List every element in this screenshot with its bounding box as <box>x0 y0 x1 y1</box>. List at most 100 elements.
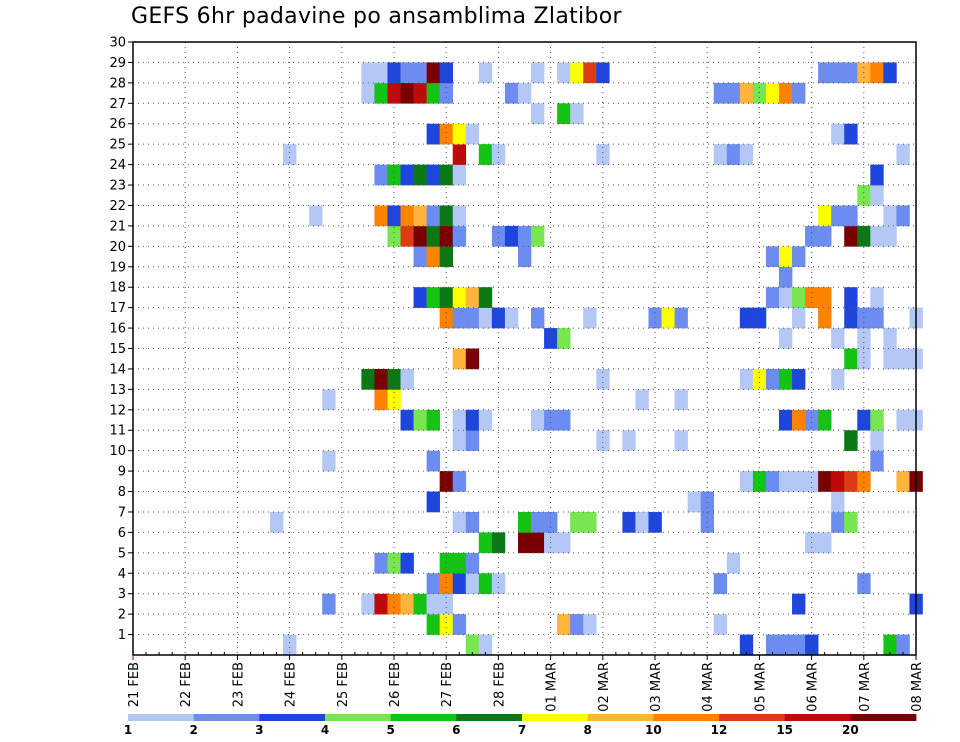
heat-cell <box>426 491 440 513</box>
y-tick-label: 19 <box>109 260 126 275</box>
heat-cell <box>778 409 793 431</box>
y-tick-label: 4 <box>118 567 126 582</box>
heat-cell <box>818 409 832 431</box>
heat-cell <box>792 287 806 308</box>
heat-cell <box>844 307 858 329</box>
colorbar-label: 1 <box>124 723 132 737</box>
heat-cell <box>778 246 793 268</box>
heat-cell <box>504 225 519 247</box>
heat-cell <box>478 144 493 165</box>
y-tick-label: 29 <box>109 56 126 71</box>
heat-cell <box>792 82 806 104</box>
heat-cell <box>818 225 832 247</box>
heat-cell <box>465 287 480 308</box>
heat-cell <box>309 205 323 227</box>
heat-cell <box>387 552 401 574</box>
heat-cell <box>896 348 910 370</box>
y-tick-label: 7 <box>118 505 126 520</box>
heat-cell <box>478 634 493 656</box>
heat-cell <box>452 205 467 227</box>
colorbar-label: 5 <box>386 723 394 737</box>
heat-cell <box>739 368 754 390</box>
colorbar-label: 2 <box>189 723 197 737</box>
heat-cell <box>491 144 506 165</box>
heat-cell <box>322 389 336 411</box>
heat-cell <box>818 287 832 308</box>
heat-cell <box>700 491 715 513</box>
heat-cell <box>583 614 597 635</box>
heat-cell <box>765 82 780 104</box>
colorbar-swatch <box>193 714 260 721</box>
heat-cell <box>765 471 780 492</box>
heat-cell <box>870 450 884 472</box>
heat-cell <box>883 62 897 84</box>
heat-cell <box>726 82 741 104</box>
heat-cell <box>857 348 871 370</box>
heat-cell <box>439 164 454 186</box>
heat-cell <box>478 573 493 594</box>
heat-cell <box>870 287 884 308</box>
heat-cell <box>452 511 467 533</box>
heat-cell <box>831 491 845 513</box>
heat-cell <box>818 471 832 492</box>
heat-cell <box>439 82 454 104</box>
heat-cell <box>870 225 884 247</box>
heat-cell <box>713 573 728 594</box>
heat-cell <box>374 389 388 411</box>
heat-cell <box>739 634 754 656</box>
heat-cell <box>452 471 467 492</box>
heat-cell <box>765 246 780 268</box>
y-tick-label: 25 <box>109 138 126 153</box>
heat-cell <box>557 103 571 125</box>
colorbar-label: 3 <box>255 723 263 737</box>
heat-cell <box>870 164 884 186</box>
heat-cell <box>844 123 858 145</box>
y-tick-label: 30 <box>109 36 126 51</box>
heat-cell <box>531 62 545 84</box>
heat-cell <box>374 552 388 574</box>
y-tick-label: 2 <box>118 608 126 623</box>
heat-cell <box>792 368 806 390</box>
y-tick-label: 14 <box>109 362 126 377</box>
heat-cell <box>778 634 793 656</box>
heat-cell <box>517 511 532 533</box>
heat-cell <box>452 164 467 186</box>
x-tick-label: 28 FEB <box>492 662 507 707</box>
heat-cell <box>387 225 401 247</box>
y-axis: 1234567891011121314151617181920212223242… <box>109 36 133 643</box>
heat-cell <box>557 328 571 349</box>
heat-cell <box>765 634 780 656</box>
heat-cell <box>270 511 284 533</box>
heat-cell <box>674 307 688 329</box>
heat-cell <box>661 307 675 329</box>
heat-cell <box>387 593 401 615</box>
grid-layer <box>133 42 916 655</box>
heat-cell <box>504 82 519 104</box>
heat-cell <box>426 287 440 308</box>
heat-cell <box>531 225 545 247</box>
heat-cell <box>322 593 336 615</box>
heat-cell <box>387 389 401 411</box>
heat-cell <box>452 573 467 594</box>
heat-cell <box>831 205 845 227</box>
heat-cell <box>426 205 440 227</box>
heat-cell <box>283 634 297 656</box>
x-tick-label: 22 FEB <box>179 662 194 707</box>
heat-cell <box>531 307 545 329</box>
colorbar-swatch <box>784 714 851 721</box>
heat-cell <box>674 389 688 411</box>
heat-cell <box>413 164 427 186</box>
heat-cell <box>426 246 440 268</box>
heat-cell <box>544 409 558 431</box>
heat-cell <box>413 593 427 615</box>
heat-cell <box>374 164 388 186</box>
x-tick-label: 05 MAR <box>753 662 768 712</box>
heat-cell <box>883 634 897 656</box>
heat-cell <box>374 62 388 84</box>
colorbar-swatch <box>719 714 786 721</box>
heat-cell <box>792 246 806 268</box>
heat-cell <box>387 164 401 186</box>
heat-cell <box>531 511 545 533</box>
heat-cell <box>400 225 414 247</box>
